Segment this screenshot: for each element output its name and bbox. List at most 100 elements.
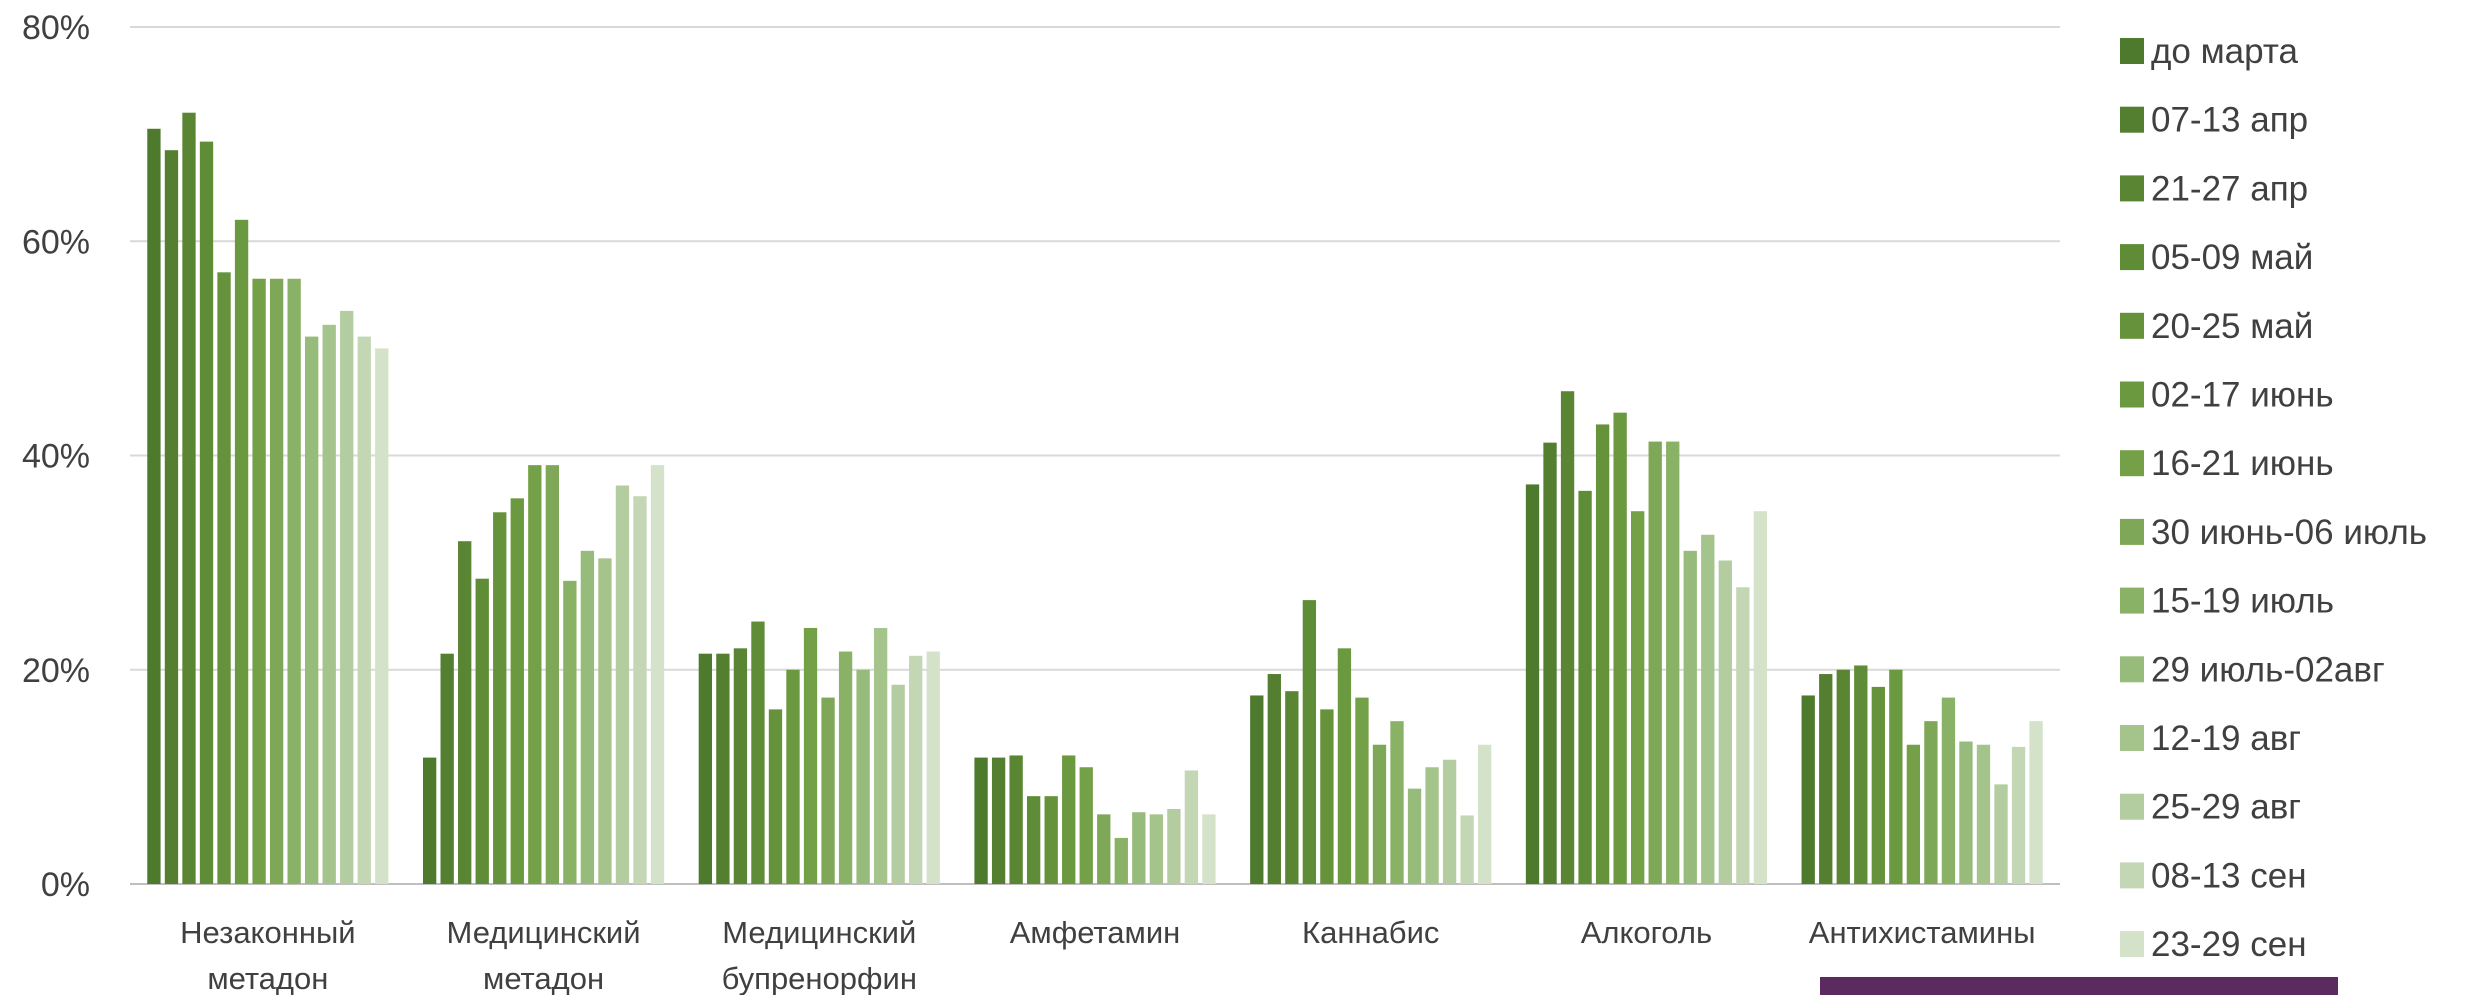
bars: [147, 112, 2043, 885]
bar: [340, 310, 354, 885]
bar: [1819, 674, 1833, 884]
bar: [252, 278, 266, 884]
legend-swatch: [2120, 38, 2144, 64]
bar: [821, 697, 835, 884]
bar: [1026, 796, 1041, 884]
bar: [1184, 770, 1199, 884]
legend-swatch: [2120, 381, 2144, 408]
bar: [1460, 815, 1474, 884]
bar: [164, 150, 179, 885]
bar: [856, 669, 870, 884]
bar: [422, 757, 437, 884]
bar: [1801, 695, 1815, 884]
legend-label: 20-25 май: [2151, 307, 2313, 346]
x-category-label: Антихистамины: [1809, 915, 2036, 950]
bar: [1994, 784, 2008, 884]
bar: [217, 272, 231, 884]
bar: [287, 278, 301, 884]
legend-label: 23-29 сен: [2151, 925, 2307, 964]
bar: [1736, 587, 1750, 884]
x-category-label: метадон: [207, 961, 328, 995]
bar: [1889, 669, 1903, 884]
bar: [147, 128, 161, 885]
bar: [357, 336, 371, 884]
bar: [563, 580, 577, 884]
bar: [1167, 809, 1181, 884]
bar: [633, 496, 647, 884]
bar: [1132, 812, 1146, 884]
bar: [1044, 796, 1058, 884]
legend-label: 29 июль-02авг: [2151, 650, 2385, 689]
bar: [322, 324, 336, 884]
bar: [1302, 600, 1317, 884]
bar: [1595, 424, 1610, 884]
legend-swatch: [2120, 450, 2144, 477]
accent-bar: [1820, 977, 2338, 995]
y-tick-label: 40%: [22, 438, 90, 476]
x-category-label: Алкоголь: [1581, 915, 1712, 950]
legend-swatch: [2120, 175, 2144, 202]
bar: [182, 112, 196, 884]
bar: [1320, 709, 1334, 884]
bar: [1149, 814, 1164, 884]
bar: [2029, 721, 2043, 884]
bar: [234, 219, 249, 884]
bar: [1097, 814, 1111, 884]
bar: [1836, 669, 1850, 884]
legend-swatch: [2120, 106, 2144, 133]
bar: [1425, 767, 1439, 884]
legend-label: 21-27 апр: [2151, 169, 2308, 208]
bar: [909, 655, 923, 884]
bar: [1578, 490, 1592, 884]
bar: [493, 512, 507, 884]
bar: [1666, 441, 1680, 884]
legend-label: 07-13 апр: [2151, 101, 2308, 140]
legend-label: 25-29 авг: [2151, 788, 2301, 827]
bar: [269, 278, 284, 884]
gridlines: [130, 26, 2060, 885]
bar: [510, 498, 524, 884]
bar: [1631, 511, 1645, 884]
bar: [545, 465, 559, 884]
legend-label: 05-09 май: [2151, 238, 2313, 277]
bar: [1407, 788, 1422, 884]
bar: [891, 684, 905, 884]
bar: [1079, 767, 1093, 884]
legend-label: 16-21 июнь: [2151, 444, 2334, 483]
bar: [305, 336, 319, 884]
bar: [1355, 697, 1369, 884]
bar: [1372, 744, 1387, 884]
y-tick-label: 80%: [22, 9, 90, 47]
legend-swatch: [2120, 931, 2144, 958]
bar: [1009, 755, 1023, 884]
bar: [1267, 674, 1281, 884]
legend-label: 15-19 июль: [2151, 582, 2334, 621]
bar: [650, 465, 665, 884]
bar: [1250, 695, 1264, 884]
bar: [1959, 741, 1973, 884]
bar: [873, 627, 888, 884]
bar: [375, 348, 389, 884]
bar: [1543, 442, 1557, 884]
bar: [751, 621, 765, 884]
bar: [1285, 691, 1299, 884]
bar: [698, 653, 713, 884]
bar: [2011, 746, 2026, 884]
bar: [1442, 759, 1457, 884]
y-tick-label: 60%: [22, 223, 90, 261]
bar: [1701, 534, 1715, 884]
x-category-label: Каннабис: [1302, 915, 1439, 950]
bar: [803, 627, 818, 884]
bar: [1718, 560, 1732, 884]
legend-swatch: [2120, 656, 2144, 683]
bar: [926, 651, 940, 884]
bar: [1753, 511, 1768, 884]
bar: [838, 651, 853, 884]
bar: [1477, 744, 1492, 884]
bar: [1906, 744, 1921, 884]
bar: [475, 578, 489, 884]
legend-label: до марта: [2151, 32, 2298, 71]
bar: [768, 709, 783, 884]
bar: [1976, 744, 1991, 884]
